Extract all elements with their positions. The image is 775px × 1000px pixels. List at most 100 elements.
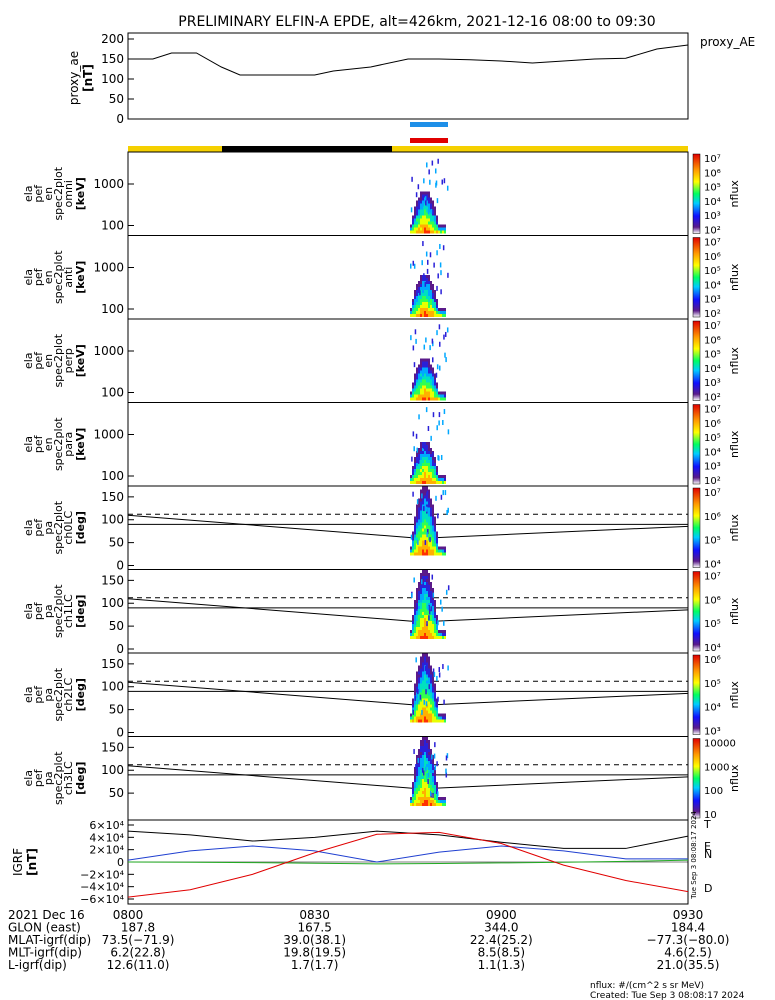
footer-value: 6.2(22.8) xyxy=(110,946,165,960)
spectrogram-pixel xyxy=(414,552,416,556)
spectrogram-pixel xyxy=(410,481,412,484)
panel-ylabel-line: spec2plot xyxy=(52,250,65,304)
spectrogram-pixel xyxy=(428,525,430,529)
spectrogram-pixel xyxy=(435,372,438,378)
spectrogram-pixel xyxy=(421,493,423,499)
spectrogram-pixel xyxy=(424,522,426,526)
spectrogram-pixel xyxy=(418,800,420,803)
spectrogram-pixel xyxy=(434,475,436,478)
spectrogram-pixel xyxy=(432,677,434,681)
spectrogram-pixel xyxy=(436,707,438,711)
spectrogram-pixel xyxy=(426,686,428,690)
colorbar-tick-label: 10³ xyxy=(704,295,721,306)
spectrogram-pixel xyxy=(412,719,414,723)
spectrogram-pixel xyxy=(430,221,432,225)
spectrogram-pixel xyxy=(420,710,422,714)
spectrogram-pixel xyxy=(414,472,416,475)
spectrogram-pixel xyxy=(445,357,447,363)
spectrogram-pixel xyxy=(422,209,424,213)
spectrogram-pixel xyxy=(442,630,444,633)
spectrogram-pixel xyxy=(414,379,416,383)
spectrogram-pixel xyxy=(424,534,426,538)
spectrogram-pixel xyxy=(412,549,414,553)
spectrogram-pixel xyxy=(416,475,418,478)
spectrogram-pixel xyxy=(418,293,420,296)
spectrogram-pixel xyxy=(434,630,436,633)
spectrogram-pixel xyxy=(413,263,416,269)
spectrogram-pixel xyxy=(420,388,422,392)
spectrogram-pixel xyxy=(430,507,432,511)
spectrogram-pixel xyxy=(420,498,422,502)
panel-ytick-label: 100 xyxy=(101,513,124,527)
spectrogram-pixel xyxy=(436,633,438,636)
spectrogram-pixel xyxy=(430,200,432,204)
spectrogram-pixel xyxy=(414,636,416,639)
spectrogram-pixel xyxy=(428,358,430,362)
spectrogram-pixel xyxy=(420,665,422,669)
spectrogram-pixel xyxy=(434,770,436,773)
spectrogram-pixel xyxy=(420,704,422,708)
spectrogram-pixel xyxy=(424,507,426,511)
spectrogram-pixel xyxy=(426,221,428,225)
spectrogram-pixel xyxy=(445,589,448,595)
spectrogram-pixel xyxy=(422,442,424,445)
spectrogram-pixel xyxy=(414,549,416,553)
spectrogram-pixel xyxy=(420,627,422,630)
spectrogram-pixel xyxy=(436,710,438,714)
spectrogram-pixel xyxy=(420,636,422,639)
spectrogram-pixel xyxy=(422,746,424,749)
spectrogram-pixel xyxy=(424,296,426,299)
spectrogram-pixel xyxy=(424,618,426,621)
spectrogram-pixel xyxy=(430,752,432,755)
spectrogram-pixel xyxy=(432,531,434,535)
spectrogram-pixel xyxy=(424,683,426,687)
proxy-ae-ytick-label: 100 xyxy=(101,72,124,86)
footer-value: 344.0 xyxy=(484,921,518,935)
spectrogram-pixel xyxy=(411,592,413,598)
spectrogram-pixel xyxy=(422,451,424,454)
spectrogram-pixel xyxy=(428,603,430,606)
spectrogram-pixel xyxy=(418,311,420,314)
spectrogram-pixel xyxy=(412,469,414,472)
spectrogram-pixel xyxy=(420,194,422,198)
spectrogram-pixel xyxy=(422,543,424,547)
colorbar-tick-label: 10⁶ xyxy=(704,252,721,263)
spectrogram-pixel xyxy=(436,215,438,219)
spectrogram-pixel xyxy=(434,376,436,380)
spectrogram-pixel xyxy=(434,534,436,538)
spectrogram-pixel xyxy=(432,716,434,720)
spectrogram-pixel xyxy=(422,695,424,699)
panel-ytick-label: 50 xyxy=(109,703,124,717)
spectrogram-pixel xyxy=(444,797,446,800)
spectrogram-pixel xyxy=(428,543,430,547)
spectrogram-pixel xyxy=(412,382,414,386)
spectrogram-pixel xyxy=(422,278,424,281)
spectrogram-pixel xyxy=(428,710,430,714)
spectrogram-pixel xyxy=(436,285,438,291)
spectrogram-pixel xyxy=(426,585,428,588)
spectrogram-pixel xyxy=(436,546,438,550)
spectrogram-pixel xyxy=(430,803,432,806)
spectrogram-pixel xyxy=(418,549,420,553)
spectrogram-pixel xyxy=(414,782,416,785)
spectrogram-pixel xyxy=(424,612,426,615)
spectrogram-pixel xyxy=(434,478,436,481)
spectrogram-pixel xyxy=(438,481,440,484)
spectrogram-pixel xyxy=(416,528,418,532)
spectrogram-pixel xyxy=(420,534,422,538)
spectrogram-pixel xyxy=(434,397,436,401)
spectrogram-pixel xyxy=(414,463,416,466)
spectrogram-pixel xyxy=(424,752,426,755)
spectrogram-pixel xyxy=(430,755,432,758)
spectrogram-pixel xyxy=(420,740,422,743)
spectrogram-pixel xyxy=(426,582,428,585)
spectrogram-pixel xyxy=(428,305,430,308)
spectrogram-pixel xyxy=(430,498,432,502)
spectrogram-pixel xyxy=(434,308,436,311)
spectrogram-pixel xyxy=(432,218,434,222)
spectrogram-pixel xyxy=(414,391,416,395)
spectrogram-pixel xyxy=(422,630,424,633)
spectrogram-pixel xyxy=(412,397,414,401)
spectrogram-pixel xyxy=(422,507,424,511)
panel-ytick-label: 100 xyxy=(101,680,124,694)
